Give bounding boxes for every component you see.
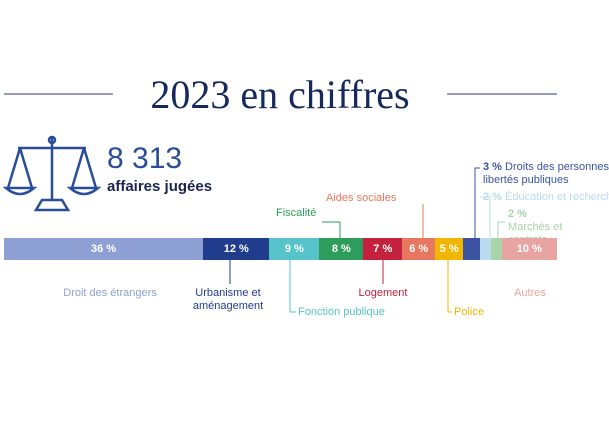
category-name: Autres: [514, 287, 546, 299]
bar-segment: 7 %: [363, 238, 403, 260]
value-label: 9 %: [284, 243, 304, 255]
category-name: Aides sociales: [326, 192, 397, 204]
bar-segment: 36 %: [4, 238, 204, 260]
value-label: 36 %: [91, 243, 117, 255]
value-label: 2 %: [483, 191, 502, 203]
leader-line: [480, 196, 491, 238]
value-label: 12 %: [223, 243, 249, 255]
bar-segment: [490, 238, 502, 260]
leader-line: [474, 167, 480, 238]
bar-segment: 9 %: [269, 238, 320, 260]
category-label: Fiscalité: [276, 207, 326, 220]
leader-line: [447, 260, 452, 313]
category-label: Police: [454, 306, 494, 319]
category-name: Police: [454, 306, 484, 318]
bar-segment: [479, 238, 491, 260]
leader-line: [497, 221, 505, 238]
value-label: 10 %: [516, 243, 542, 255]
value-label: 5 %: [439, 243, 459, 255]
title: 2023 en chiffres: [150, 72, 409, 117]
total: 8 313: [107, 142, 182, 175]
bar-segment: [462, 238, 480, 260]
leader-line: [289, 260, 296, 313]
bar-segment: 10 %: [501, 238, 557, 260]
category-label: Droit des étrangers: [40, 287, 180, 300]
value-label: 2 %: [508, 208, 527, 220]
category-label: Urbanisme et aménagement: [188, 287, 268, 313]
leader-line: [322, 221, 341, 238]
total-caption: affaires jugées: [107, 178, 212, 195]
bar-segment: 8 %: [319, 238, 364, 260]
category-label: Aides sociales: [326, 192, 416, 205]
category-label: Autres: [490, 287, 570, 300]
category-label: 2 % Éducation et recherche: [483, 191, 609, 204]
category-label: Logement: [343, 287, 423, 300]
scale-icon: [2, 135, 102, 212]
category-label: 3 % Droits des personnes et libertés pub…: [483, 161, 609, 187]
category-name: Fiscalité: [276, 207, 317, 219]
value-label: 7 %: [373, 243, 393, 255]
value-label: 8 %: [331, 243, 351, 255]
category-label: Fonction publique: [298, 306, 408, 319]
category-name: Logement: [358, 287, 408, 299]
bar-segment: 6 %: [402, 238, 436, 260]
bar-segment: 12 %: [203, 238, 270, 260]
leaders: [229, 167, 505, 313]
category-name: Éducation et recherche: [505, 191, 609, 203]
bar-segment: 5 %: [435, 238, 463, 260]
category-name: Droits des personnes et libertés publiqu…: [483, 161, 609, 186]
category-name: Fonction publique: [298, 306, 385, 318]
category-name: Urbanisme et aménagement: [192, 287, 264, 312]
value-label: 3 %: [483, 161, 502, 173]
value-label: 6 %: [409, 243, 429, 255]
category-name: Droit des étrangers: [63, 287, 157, 299]
